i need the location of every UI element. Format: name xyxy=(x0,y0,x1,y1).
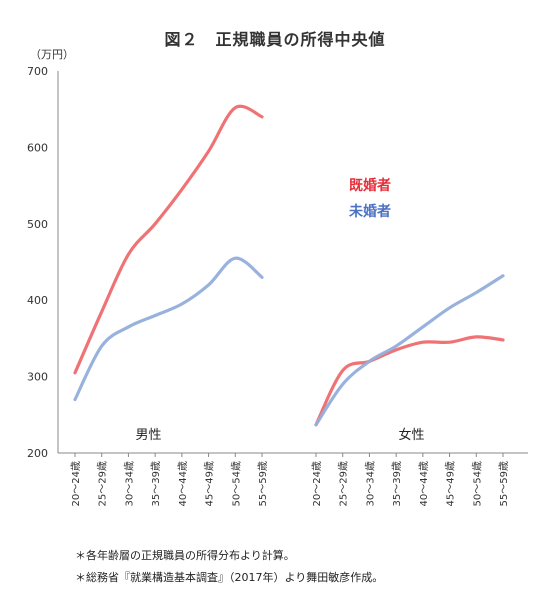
y-tick-label: 300 xyxy=(27,371,48,384)
footnote-1: ＊各年齢層の正規職員の所得分布より計算。 xyxy=(75,549,295,562)
panels: 20～24歳 25～29歳 30～34歳 35～39歳 40～44歳 45～49歳 50～5… xyxy=(70,104,510,506)
y-tick-label: 200 xyxy=(27,447,48,460)
series-line-married xyxy=(314,335,505,427)
panel-label: 女性 xyxy=(398,427,424,443)
x-tick-label: 35～39歳 xyxy=(391,461,403,506)
panel-male: 20～24歳 25～29歳 30～34歳 35～39歳 40～44歳 45～49歳 50～5… xyxy=(70,104,269,506)
x-tick-label: 25～29歳 xyxy=(338,461,350,506)
x-tick-label: 45～49歳 xyxy=(445,461,457,506)
series-line-unmarried xyxy=(314,274,505,427)
x-tick-label: 50～54歳 xyxy=(230,461,242,506)
x-tick-label: 35～39歳 xyxy=(150,461,162,506)
axes: 200 300 400 500 600 700 xyxy=(27,65,528,460)
y-axis-unit: （万円） xyxy=(30,48,74,61)
x-tick-label: 40～44歳 xyxy=(177,461,189,506)
x-tick-label: 20～24歳 xyxy=(70,461,82,506)
footnotes: ＊各年齢層の正規職員の所得分布より計算。 ＊総務省『就業構造基本調査』（2017… xyxy=(75,545,383,589)
panel-female: 20～24歳 25～29歳 30～34歳 35～39歳 40～44歳 45～49歳 50～5… xyxy=(311,274,510,506)
y-tick-label: 400 xyxy=(27,294,48,307)
chart-title: 図２ 正規職員の所得中央値 xyxy=(164,30,386,49)
footnote-2: ＊総務省『就業構造基本調査』（2017年）より舞田敏彦作成。 xyxy=(75,571,384,584)
legend-entry-unmarried: 未婚者 xyxy=(349,203,391,220)
x-tick-label: 55～59歳 xyxy=(498,461,510,506)
y-tick-label: 600 xyxy=(27,141,48,154)
x-tick-label: 25～29歳 xyxy=(97,461,109,506)
x-tick-label: 20～24歳 xyxy=(311,461,323,506)
x-tick-label: 50～54歳 xyxy=(471,461,483,506)
x-tick-label: 30～34歳 xyxy=(123,461,135,506)
x-tick-label: 45～49歳 xyxy=(204,461,216,506)
y-tick-label: 500 xyxy=(27,218,48,231)
series-line-married xyxy=(73,104,264,375)
x-tick-label: 55～59歳 xyxy=(257,461,269,506)
legend-entry-married: 既婚者 xyxy=(349,177,391,194)
panel-label: 男性 xyxy=(135,428,161,443)
y-tick-label: 700 xyxy=(27,65,48,78)
x-tick-label: 40～44歳 xyxy=(418,461,430,506)
x-tick-label: 30～34歳 xyxy=(364,461,376,506)
series-line-unmarried xyxy=(73,256,264,402)
